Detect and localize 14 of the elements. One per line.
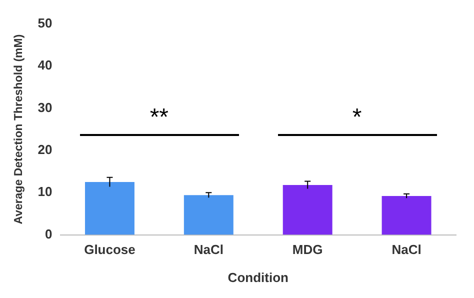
y-tick-label: 30	[38, 100, 52, 115]
x-tick-label: MDG	[292, 242, 323, 258]
x-tick-label: Glucose	[84, 242, 136, 258]
y-axis-title: Average Detection Threshold (mM)	[13, 34, 26, 224]
annotation: **	[148, 104, 170, 132]
y-tick-label: 10	[38, 184, 52, 200]
x-tick-label: NaCl	[194, 242, 224, 258]
y-tick-label: 40	[38, 58, 52, 73]
x-tick-label: NaCl	[392, 242, 422, 258]
y-tick-label: 0	[45, 226, 52, 242]
y-tick-label: 20	[38, 142, 52, 157]
annotation: *	[351, 104, 363, 132]
y-tick-label: 50	[38, 15, 52, 30]
x-axis-title: Condition	[228, 270, 289, 285]
